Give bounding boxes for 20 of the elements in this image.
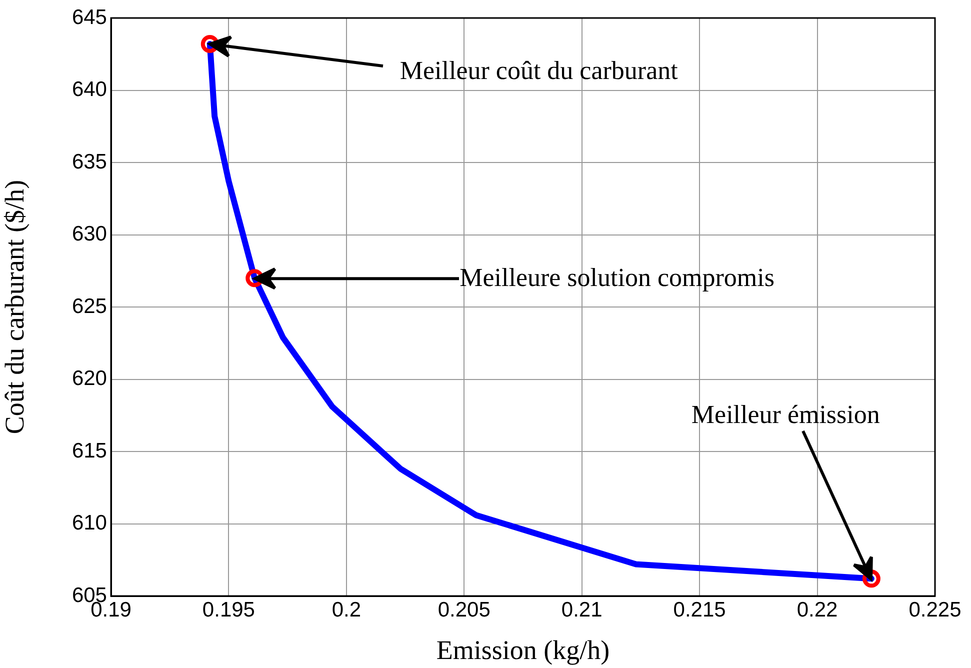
y-tick-label: 630: [72, 222, 107, 246]
x-tick-label: 0.22: [796, 598, 838, 622]
y-tick-label: 635: [72, 150, 107, 174]
x-tick-label: 0.2: [332, 598, 362, 622]
y-tick-label: 610: [72, 512, 107, 535]
y-axis-title: Coût du carburant ($/h): [0, 180, 30, 434]
y-tick-label: 625: [72, 294, 107, 318]
annotation: Meilleure solution compromis: [460, 263, 774, 292]
x-axis-title: Emission (kg/h): [436, 634, 610, 665]
x-tick-label: 0.225: [908, 598, 962, 622]
y-tick-label: 620: [72, 367, 107, 390]
x-tick-label: 0.215: [673, 598, 726, 622]
x-tick-label: 0.21: [561, 598, 602, 622]
y-tick-label: 640: [72, 78, 107, 102]
annotation: Meilleur émission: [691, 400, 880, 429]
y-tick-label: 645: [72, 6, 107, 29]
annotation: Meilleur coût du carburant: [400, 56, 678, 85]
x-tick-label: 0.205: [438, 598, 490, 622]
y-tick-label: 615: [72, 439, 107, 462]
x-tick-label: 0.195: [202, 598, 255, 622]
